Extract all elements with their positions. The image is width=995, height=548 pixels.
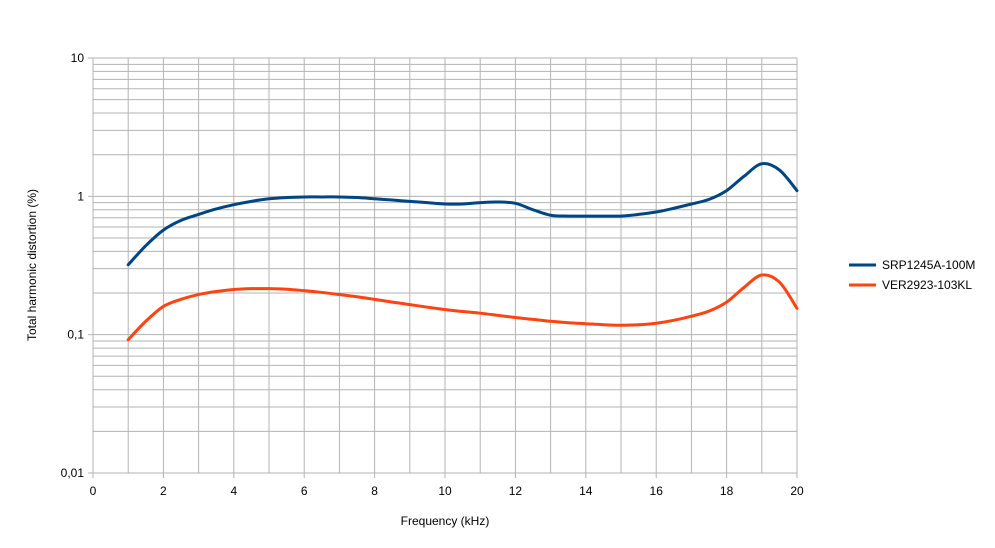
legend-label-2: VER2923-103KL (882, 278, 972, 292)
series-line-1 (126, 162, 799, 267)
x-tick-label: 12 (509, 484, 523, 498)
x-tick-label: 16 (650, 484, 664, 498)
x-tick-label: 20 (790, 484, 804, 498)
x-tick-label: 0 (90, 484, 97, 498)
x-tick-label: 2 (160, 484, 167, 498)
x-tick-label: 18 (720, 484, 734, 498)
series-line-2 (126, 273, 799, 342)
axes: 0 2 4 6 8 10 12 14 16 18 20 0,01 0,1 1 10 (61, 51, 804, 498)
x-tick-label: 6 (301, 484, 308, 498)
x-tick-label: 14 (579, 484, 593, 498)
y-tick-label: 0,01 (61, 466, 85, 480)
x-tick-label: 8 (371, 484, 378, 498)
legend: SRP1245A-100M VER2923-103KL (849, 258, 975, 292)
x-axis-title: Frequency (kHz) (401, 514, 490, 528)
x-tick-label: 10 (438, 484, 452, 498)
y-tick-label: 0,1 (67, 328, 84, 342)
y-tick-label: 1 (77, 189, 84, 203)
y-tick-label: 10 (71, 51, 85, 65)
legend-label-1: SRP1245A-100M (882, 258, 975, 272)
grid (92, 57, 798, 474)
series-lines (126, 162, 799, 342)
y-axis-title: Total harmonic distortion (%) (25, 189, 39, 341)
x-tick-label: 4 (230, 484, 237, 498)
